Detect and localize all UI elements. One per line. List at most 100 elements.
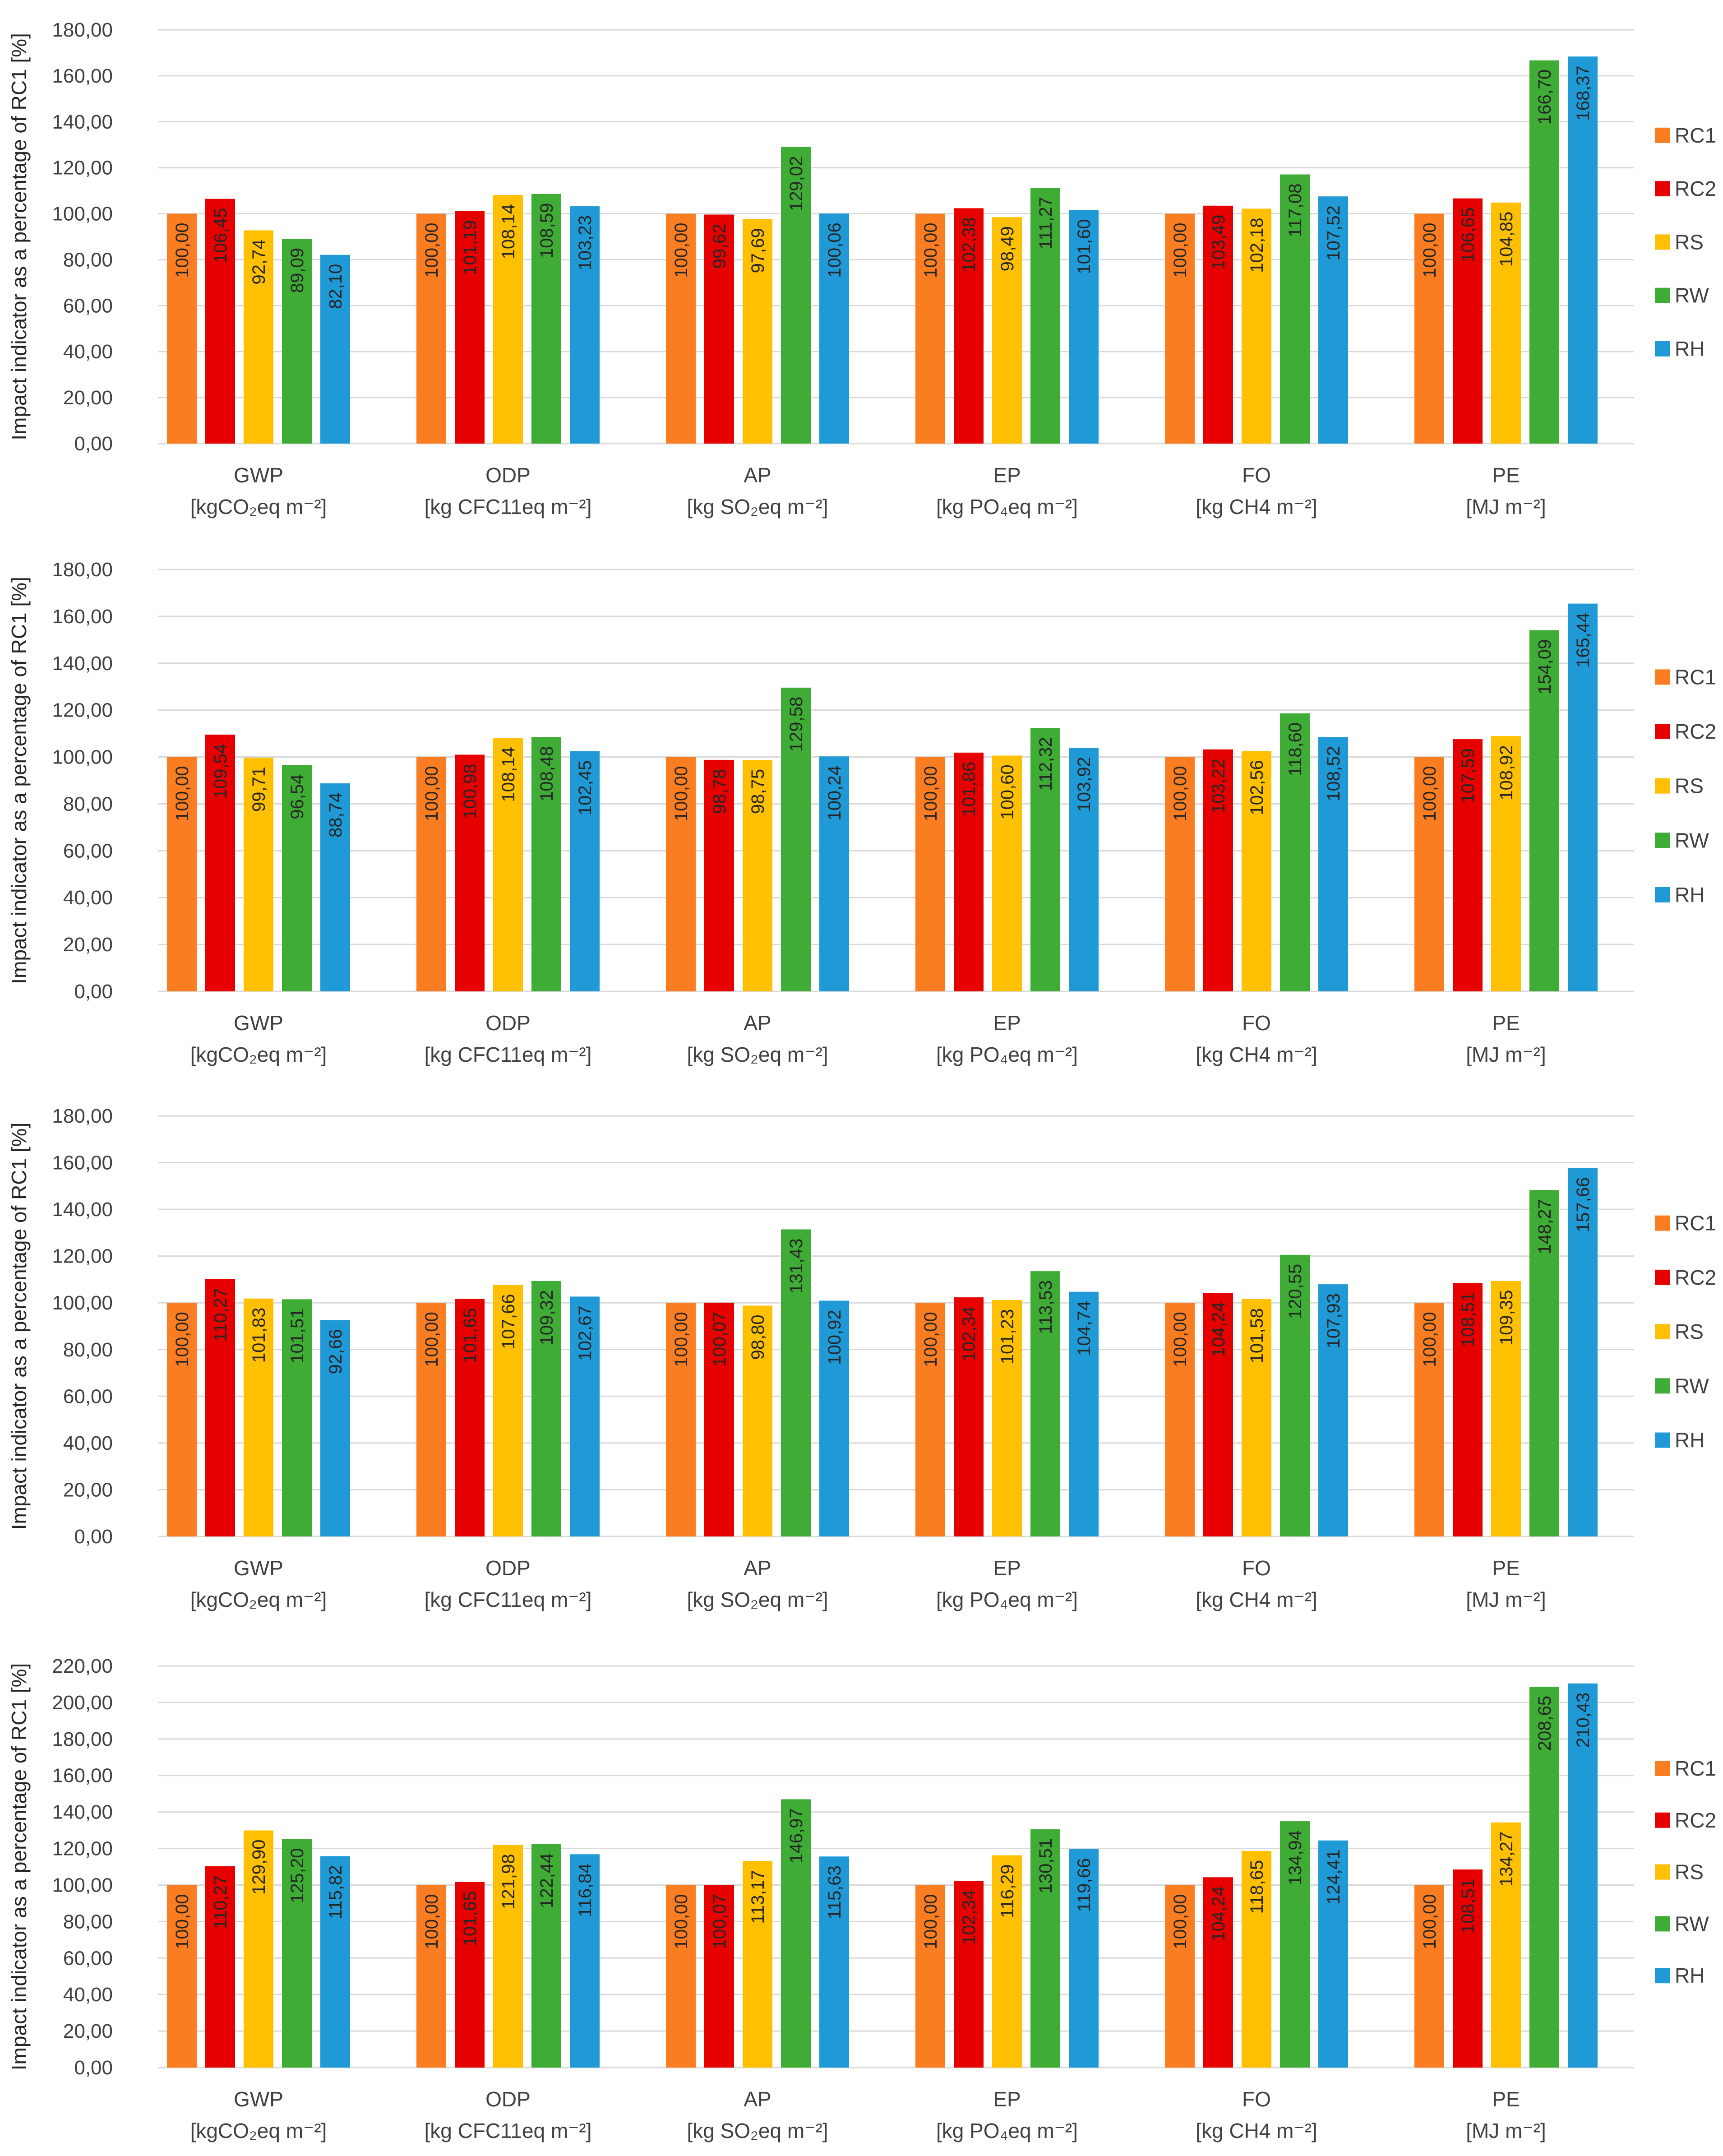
bar-rs-pe <box>1491 1281 1521 1536</box>
bar-rc1-gwp <box>167 1303 197 1536</box>
bar-rc2-fo <box>1203 749 1233 991</box>
value-label: 168,37 <box>1573 65 1593 120</box>
bar-rs-gwp <box>244 758 273 991</box>
value-label: 102,45 <box>575 760 595 815</box>
y-tick-label: 180,00 <box>52 559 113 581</box>
value-label: 92,74 <box>249 240 269 285</box>
value-label: 101,19 <box>460 220 480 275</box>
value-label: 146,97 <box>786 1808 806 1863</box>
legend-label-rh: RH <box>1675 883 1705 907</box>
bar-rs-fo <box>1242 751 1271 991</box>
x-unit-label: [kg CFC11eq m⁻²] <box>424 1588 591 1611</box>
bar-rc1-ap <box>666 213 696 444</box>
x-unit-label: [kg CH4 m⁻²] <box>1196 1588 1317 1611</box>
value-label: 129,58 <box>786 697 806 752</box>
value-label: 113,17 <box>748 1870 768 1924</box>
x-unit-label: [kg CFC11eq m⁻²] <box>424 1043 591 1066</box>
bar-rh-pe <box>1568 1683 1598 2068</box>
value-label: 108,52 <box>1324 746 1344 801</box>
bar-rc1-ep <box>915 213 945 444</box>
legend-swatch-rh <box>1655 1432 1670 1448</box>
bar-rc1-pe <box>1414 213 1444 444</box>
value-label: 102,18 <box>1247 217 1267 273</box>
y-tick-label: 140,00 <box>52 1801 113 1823</box>
legend-swatch-rs <box>1655 1324 1670 1340</box>
bar-rh-ep <box>1069 748 1099 991</box>
value-label: 100,00 <box>172 1312 192 1367</box>
value-label: 102,67 <box>575 1305 595 1360</box>
legend-label-rc2: RC2 <box>1675 1809 1716 1832</box>
legend-swatch-rc2 <box>1655 1812 1670 1828</box>
x-category-label: GWP <box>234 1556 283 1580</box>
x-category-label: GWP <box>234 2087 283 2111</box>
y-tick-label: 100,00 <box>52 203 113 225</box>
bar-rh-ap <box>819 1856 849 2068</box>
value-label: 106,65 <box>1458 208 1478 263</box>
x-category-label: AP <box>744 1556 771 1580</box>
bar-rc1-ep <box>915 1303 945 1536</box>
y-tick-label: 160,00 <box>52 1152 113 1174</box>
bar-rs-ap <box>743 1305 772 1536</box>
value-label: 104,74 <box>1074 1301 1094 1356</box>
x-category-label: EP <box>993 463 1021 487</box>
y-tick-label: 40,00 <box>63 887 113 909</box>
bar-rc2-fo <box>1203 1877 1233 2068</box>
value-label: 102,38 <box>959 217 979 272</box>
bar-rh-ep <box>1069 1291 1099 1536</box>
value-label: 100,00 <box>172 766 192 821</box>
y-tick-label: 20,00 <box>63 387 113 409</box>
value-label: 82,10 <box>326 264 346 309</box>
y-tick-label: 220,00 <box>52 1655 113 1677</box>
legend-label-rs: RS <box>1675 774 1704 798</box>
bar-rw-ap <box>781 1799 811 2068</box>
bar-rh-gwp <box>320 1856 350 2068</box>
x-category-label: AP <box>744 463 771 487</box>
value-label: 109,54 <box>211 744 231 799</box>
bar-rc1-gwp <box>167 757 197 991</box>
value-label: 100,00 <box>671 223 691 278</box>
bar-rw-ap <box>781 687 811 991</box>
bar-rh-ap <box>819 1300 849 1536</box>
value-label: 109,35 <box>1497 1290 1516 1345</box>
bar-rh-ep <box>1069 1849 1099 2068</box>
value-label: 102,34 <box>959 1306 979 1361</box>
bar-rw-ap <box>781 1229 811 1536</box>
bar-rc2-odp <box>455 211 485 444</box>
value-label: 100,00 <box>921 766 941 821</box>
bar-rc2-ep <box>954 1880 984 2068</box>
bar-rs-ap <box>743 219 772 444</box>
y-axis-title: Impact indicator as a percentage of RC1 … <box>7 577 31 984</box>
x-category-label: FO <box>1242 1011 1271 1035</box>
x-category-label: FO <box>1242 1556 1271 1580</box>
value-label: 112,32 <box>1036 737 1056 791</box>
bar-rw-pe <box>1529 1686 1559 2068</box>
bar-rh-fo <box>1318 1284 1348 1536</box>
value-label: 148,27 <box>1535 1199 1555 1254</box>
value-label: 100,00 <box>1170 1894 1190 1949</box>
value-label: 154,09 <box>1535 639 1555 694</box>
value-label: 89,09 <box>287 248 307 293</box>
bar-rs-ap <box>743 1861 772 2068</box>
value-label: 108,48 <box>537 746 557 801</box>
bar-rc2-odp <box>455 1299 485 1536</box>
x-unit-label: [kg PO₄eq m⁻²] <box>936 2119 1078 2142</box>
legend-swatch-rw <box>1655 287 1670 303</box>
bar-rw-odp <box>531 1281 561 1536</box>
y-tick-label: 80,00 <box>63 1911 113 1933</box>
legend-swatch-rc2 <box>1655 181 1670 197</box>
legend-label-rc2: RC2 <box>1675 177 1716 200</box>
legend-label-rs: RS <box>1675 1860 1704 1884</box>
value-label: 131,43 <box>786 1238 806 1293</box>
bar-rc2-ep <box>954 1297 984 1536</box>
bar-rs-ap <box>743 760 772 991</box>
value-label: 97,69 <box>748 228 768 273</box>
bar-rs-pe <box>1491 736 1521 991</box>
value-label: 108,14 <box>499 204 518 259</box>
value-label: 100,00 <box>1420 1894 1440 1949</box>
bar-rs-ep <box>992 217 1022 444</box>
bar-rc1-pe <box>1414 1885 1444 2068</box>
value-label: 121,98 <box>499 1854 518 1909</box>
value-label: 107,59 <box>1458 748 1478 803</box>
y-tick-label: 0,00 <box>74 1526 113 1548</box>
legend-swatch-rs <box>1655 234 1670 250</box>
